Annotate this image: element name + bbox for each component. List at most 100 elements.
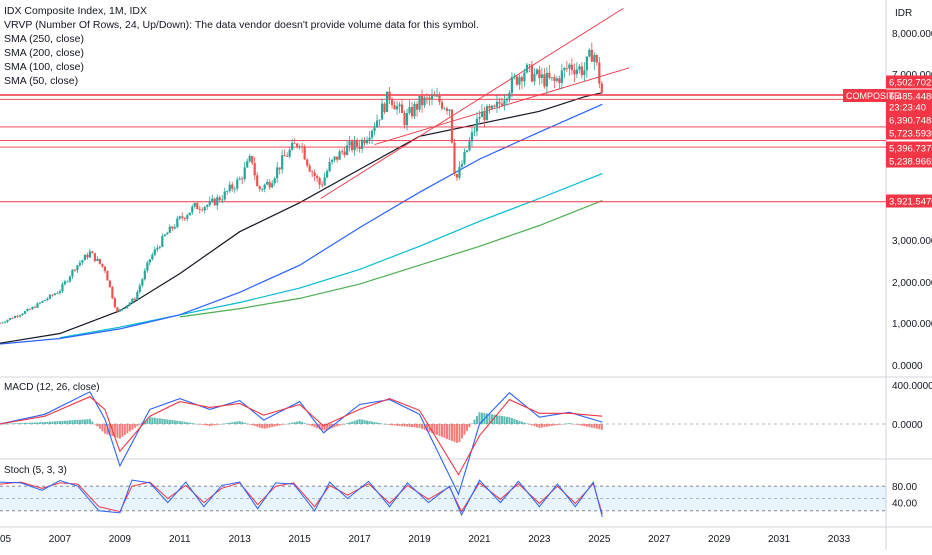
price-candle (430, 88, 434, 106)
macd-histogram-bar (31, 422, 34, 424)
candle-body (236, 179, 239, 189)
macd-tick-label: 0.0000 (892, 420, 923, 431)
price-candle (341, 148, 344, 156)
macd-histogram-bar (123, 424, 126, 436)
candle-body (578, 66, 581, 70)
candle-body (558, 78, 561, 83)
macd-histogram-bar (8, 423, 11, 425)
macd-histogram-bar (96, 424, 99, 427)
macd-histogram-bar (121, 424, 124, 437)
price-candle (51, 293, 54, 297)
sma-100-line (0, 103, 603, 345)
macd-histogram-bar (173, 420, 176, 424)
price-candle (166, 231, 169, 235)
candle-body (126, 305, 129, 308)
candle-body (103, 266, 106, 271)
candle-body (163, 234, 166, 236)
candle-body (430, 95, 434, 100)
price-candle (455, 173, 459, 182)
price-candle (276, 161, 279, 184)
price-candle (311, 169, 314, 178)
candle-body (23, 311, 27, 314)
legend-sma-50[interactable]: SMA (50, close) (4, 75, 79, 87)
candle-body (181, 216, 184, 218)
legend-vrvp[interactable]: VRVP (Number Of Rows, 24, Up/Down): The … (4, 19, 479, 31)
macd-histogram-bar (595, 424, 598, 429)
macd-histogram-bar (580, 424, 583, 426)
price-candle (133, 297, 136, 302)
candle-body (268, 181, 271, 188)
macd-histogram-bar (248, 424, 251, 425)
price-candle (273, 176, 276, 186)
candle-body (425, 97, 429, 99)
candle-body (403, 113, 406, 126)
price-candle (91, 250, 94, 254)
y-tick-label: 8,000.0000 (892, 29, 932, 40)
candle-body (218, 197, 221, 201)
price-candle (298, 144, 301, 150)
price-candle (26, 308, 29, 312)
candle-body (151, 254, 154, 260)
candle-body (498, 101, 501, 104)
chart-title[interactable]: IDX Composite Index, 1M, IDX (4, 5, 147, 17)
price-candle (63, 279, 67, 286)
price-tag-value: 6,390.7483 (889, 116, 932, 127)
macd-histogram-bar (148, 417, 151, 424)
x-tick-label: 2007 (49, 534, 72, 545)
price-tag-value: 3,921.5470 (889, 197, 932, 208)
candle-body (148, 259, 151, 263)
macd-histogram-bar (26, 422, 29, 424)
legend-sma-250[interactable]: SMA (250, close) (4, 33, 84, 45)
macd-histogram-bar (81, 419, 84, 424)
macd-histogram-bar (1, 423, 4, 425)
macd-histogram-bar (98, 424, 101, 429)
candle-body (176, 218, 179, 228)
candle-body (515, 76, 519, 85)
price-candle (206, 204, 209, 210)
candle-body (86, 254, 89, 258)
price-candle (53, 292, 57, 296)
macd-histogram-bar (423, 424, 426, 430)
legend-sma-100[interactable]: SMA (100, close) (4, 61, 84, 73)
macd-histogram-bar (126, 424, 129, 434)
price-candle (585, 56, 588, 78)
level-price-tag: 5,396.7375 (886, 141, 932, 155)
candle-body (458, 166, 461, 178)
price-candle (281, 149, 284, 174)
macd-histogram-bar (196, 423, 199, 425)
macd-histogram-bar (41, 422, 44, 424)
legend-sma-200[interactable]: SMA (200, close) (4, 47, 84, 59)
price-candle (435, 87, 439, 97)
price-candle (433, 90, 436, 97)
price-candle (248, 153, 251, 163)
candle-body (91, 251, 94, 254)
candle-body (141, 279, 144, 286)
price-candle (410, 101, 414, 119)
macd-histogram-bar (213, 424, 216, 426)
candle-body (146, 262, 149, 271)
macd-histogram-bar (500, 415, 503, 424)
macd-histogram-bar (583, 424, 586, 427)
price-candle (18, 314, 22, 318)
candle-body (291, 142, 294, 150)
macd-histogram-bar (378, 423, 381, 424)
price-candle (218, 195, 221, 202)
candle-body (101, 263, 104, 267)
macd-histogram-bar (578, 424, 581, 426)
candle-body (186, 215, 189, 219)
candle-body (565, 67, 568, 69)
price-candle (403, 110, 406, 129)
price-candle (21, 313, 24, 316)
candle-body (331, 159, 334, 162)
price-candle (425, 93, 429, 105)
price-candle (493, 104, 496, 108)
candle-body (480, 111, 484, 118)
price-candle (380, 98, 384, 120)
price-candle (108, 280, 111, 289)
macd-histogram-bar (61, 420, 64, 424)
price-candle (123, 307, 126, 310)
price-candle (470, 127, 474, 148)
macd-histogram-bar (243, 422, 246, 424)
